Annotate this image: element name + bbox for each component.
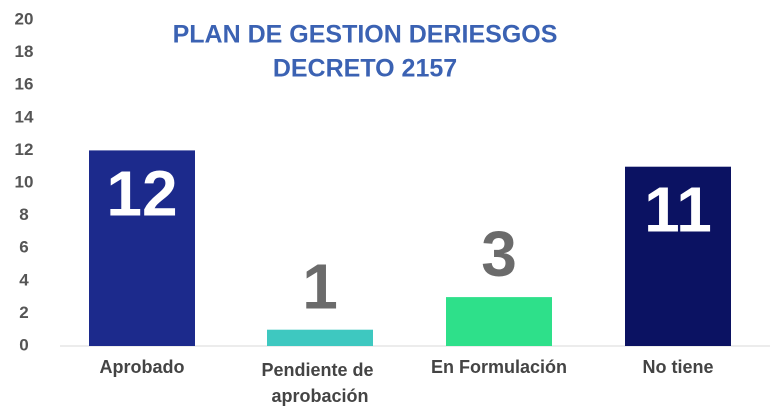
y-tick-label: 20 bbox=[15, 9, 34, 28]
chart-title: PLAN DE GESTION DERIESGOS bbox=[173, 21, 558, 49]
y-tick-label: 16 bbox=[15, 75, 34, 94]
bar bbox=[267, 329, 373, 346]
chart-title: DECRETO 2157 bbox=[273, 55, 457, 83]
bar bbox=[89, 150, 195, 346]
x-tick-label: En Formulación bbox=[431, 357, 567, 377]
x-tick-label: No tiene bbox=[642, 357, 713, 377]
x-tick-label: Pendiente de aprobación bbox=[261, 360, 378, 406]
data-label: 12 bbox=[106, 157, 177, 229]
data-label: 11 bbox=[644, 174, 712, 246]
y-tick-label: 0 bbox=[19, 335, 28, 354]
y-tick-label: 2 bbox=[19, 303, 28, 322]
y-tick-label: 18 bbox=[15, 42, 34, 61]
y-tick-label: 6 bbox=[19, 238, 28, 257]
y-tick-label: 12 bbox=[15, 140, 34, 159]
bar bbox=[625, 166, 731, 346]
bar bbox=[446, 297, 552, 346]
data-label: 1 bbox=[302, 251, 338, 323]
x-tick-label: Aprobado bbox=[100, 357, 185, 377]
data-label: 3 bbox=[481, 218, 517, 290]
y-tick-label: 10 bbox=[15, 172, 34, 191]
y-tick-label: 4 bbox=[19, 270, 29, 289]
y-tick-label: 8 bbox=[19, 205, 28, 224]
y-tick-label: 14 bbox=[15, 107, 34, 126]
